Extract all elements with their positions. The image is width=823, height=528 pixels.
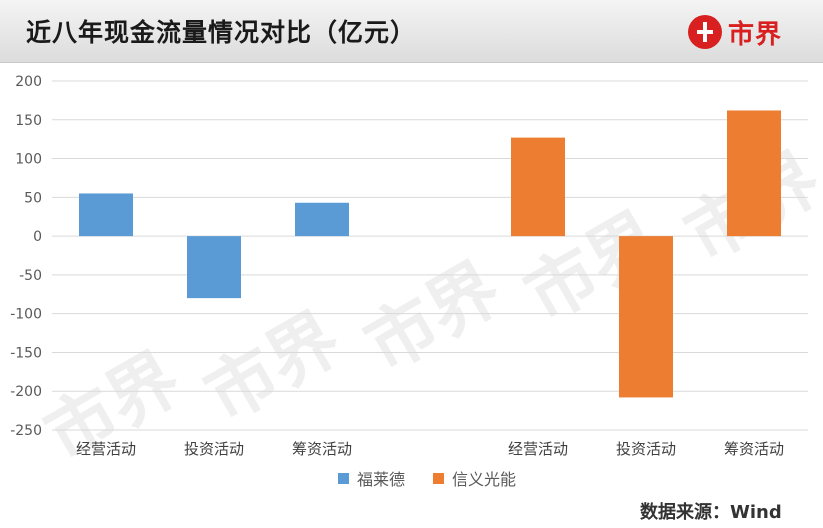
y-tick-label: -250 <box>10 423 42 439</box>
y-tick-label: -50 <box>19 268 42 284</box>
header-bar: 近八年现金流量情况对比（亿元） 市界 <box>0 0 823 63</box>
y-tick-label: -100 <box>10 307 42 323</box>
y-tick-label: -200 <box>10 384 42 400</box>
y-tick-label: -150 <box>10 345 42 361</box>
logo: 市界 <box>688 14 782 50</box>
x-tick-label: 筹资活动 <box>724 440 784 458</box>
legend-swatch <box>338 472 349 484</box>
logo-icon <box>688 15 722 49</box>
y-tick-label: 100 <box>15 152 42 168</box>
legend-item: 福莱德 <box>338 466 405 490</box>
page-title: 近八年现金流量情况对比（亿元） <box>26 18 417 47</box>
source-note: 数据来源：Wind <box>640 502 782 523</box>
x-tick-label: 经营活动 <box>76 440 136 458</box>
x-tick-label: 投资活动 <box>184 440 244 458</box>
y-tick-label: 200 <box>15 74 42 90</box>
legend-swatch <box>433 472 445 484</box>
chart-area: 市界 市界 市界 市界 市界 200150100500-50-100-150-2… <box>0 62 823 528</box>
x-tick-label: 投资活动 <box>616 440 676 458</box>
logo-text: 市界 <box>728 19 783 50</box>
y-tick-label: 0 <box>33 229 42 245</box>
x-tick-label: 经营活动 <box>508 440 568 458</box>
legend-item: 信义光能 <box>433 466 516 490</box>
bar <box>619 236 673 398</box>
y-tick-label: 50 <box>24 190 42 206</box>
legend-label: 福莱德 <box>357 470 406 489</box>
bar <box>187 236 241 299</box>
bar <box>511 137 565 237</box>
bar <box>727 110 781 237</box>
bar-chart: 200 150 100 50 0 -50 -100 -150 -200 -250 经营活动 投资活动 筹… <box>10 74 808 458</box>
bar <box>295 202 349 237</box>
chart-legend: 福莱德 信义光能 <box>338 466 544 490</box>
bar <box>79 193 133 237</box>
y-tick-label: 150 <box>15 113 42 129</box>
legend-label: 信义光能 <box>452 470 517 489</box>
x-tick-label: 筹资活动 <box>292 440 352 458</box>
